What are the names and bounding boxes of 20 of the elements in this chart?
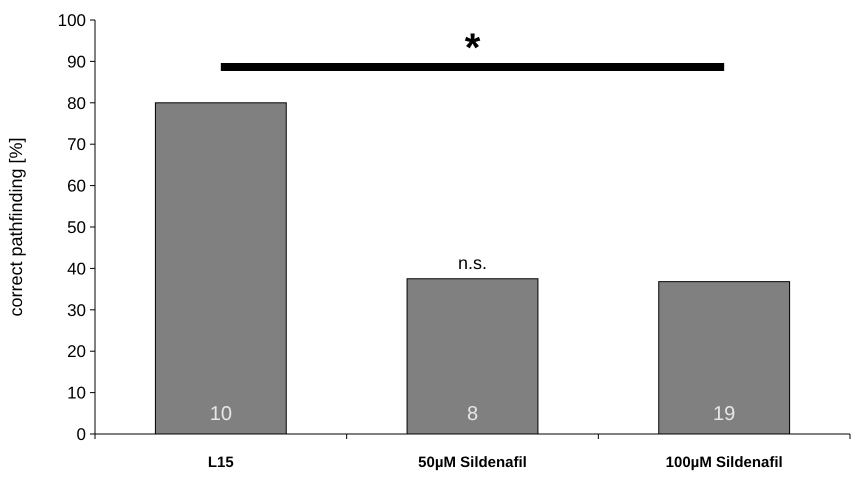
y-tick-label: 10 <box>67 384 86 403</box>
y-tick-label: 70 <box>67 135 86 154</box>
annotation: 10 <box>210 403 232 425</box>
y-tick-label: 100 <box>58 10 86 30</box>
annotation: 19 <box>713 403 736 425</box>
x-tick-label: L15 <box>208 454 234 471</box>
y-tick-label: 50 <box>67 218 86 237</box>
annotation: * <box>464 26 481 70</box>
annotation: n.s. <box>458 252 488 273</box>
x-tick-label: 50µM Sildenafil <box>418 454 527 471</box>
y-tick-label: 0 <box>76 424 86 444</box>
y-tick-label: 80 <box>67 94 86 113</box>
x-tick-label: 100µM Sildenafil <box>666 454 783 471</box>
y-tick-label: 90 <box>67 52 86 72</box>
y-tick-label: 20 <box>67 342 86 362</box>
y-axis-title: correct pathfinding [%] <box>6 137 26 317</box>
y-tick-label: 30 <box>67 300 86 320</box>
y-tick-label: 60 <box>67 176 86 196</box>
y-tick-label: 40 <box>67 259 86 278</box>
annotation: 8 <box>466 403 478 425</box>
